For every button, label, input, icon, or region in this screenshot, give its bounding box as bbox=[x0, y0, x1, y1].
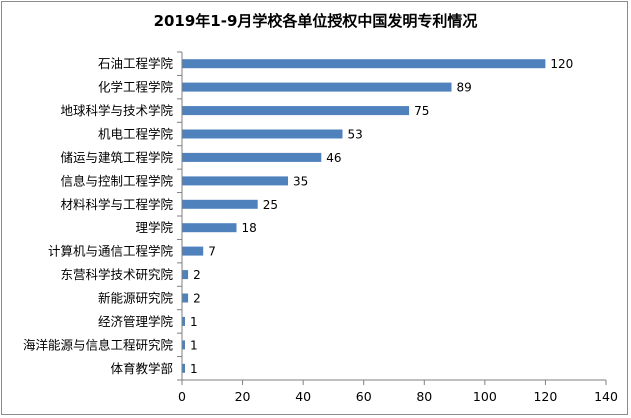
category-label: 计算机与通信工程学院 bbox=[48, 244, 174, 259]
x-tick-label: 120 bbox=[533, 389, 557, 404]
bar bbox=[182, 316, 185, 326]
data-label: 1 bbox=[190, 362, 198, 376]
bar bbox=[182, 106, 410, 116]
bar bbox=[182, 223, 237, 233]
category-label: 地球科学与技术学院 bbox=[60, 103, 173, 118]
bar bbox=[182, 176, 288, 186]
data-label: 120 bbox=[550, 57, 573, 71]
category-label: 理学院 bbox=[135, 220, 173, 235]
data-label: 75 bbox=[414, 104, 429, 118]
category-label: 化学工程学院 bbox=[98, 80, 174, 95]
bar bbox=[182, 340, 185, 350]
category-label: 新能源研究院 bbox=[98, 291, 174, 306]
category-label: 机电工程学院 bbox=[98, 127, 174, 142]
data-label: 2 bbox=[193, 292, 201, 306]
category-label: 石油工程学院 bbox=[98, 56, 174, 71]
data-label: 7 bbox=[208, 245, 216, 259]
category-label: 信息与控制工程学院 bbox=[60, 173, 173, 188]
x-tick-label: 40 bbox=[295, 389, 311, 404]
data-label: 25 bbox=[263, 198, 278, 212]
data-label: 18 bbox=[242, 221, 257, 235]
data-label: 46 bbox=[326, 151, 341, 165]
bar bbox=[182, 293, 189, 303]
data-label: 35 bbox=[293, 174, 308, 188]
category-label: 储运与建筑工程学院 bbox=[60, 150, 173, 165]
category-label: 经济管理学院 bbox=[98, 314, 174, 329]
data-label: 1 bbox=[190, 315, 198, 329]
category-label: 材料科学与工程学院 bbox=[60, 197, 173, 212]
bar bbox=[182, 152, 322, 162]
data-label: 2 bbox=[193, 268, 201, 282]
bar bbox=[182, 270, 189, 280]
bar bbox=[182, 82, 452, 92]
bar bbox=[182, 363, 185, 373]
category-label: 海洋能源与信息工程研究院 bbox=[23, 337, 174, 352]
data-label: 53 bbox=[348, 128, 363, 142]
chart-title: 2019年1-9月学校各单位授权中国发明专利情况 bbox=[153, 12, 478, 30]
data-label: 1 bbox=[190, 338, 198, 352]
x-tick-label: 140 bbox=[594, 389, 618, 404]
category-label: 东营科学技术研究院 bbox=[60, 267, 173, 282]
category-label: 体育教学部 bbox=[110, 361, 173, 376]
x-tick-label: 0 bbox=[178, 389, 186, 404]
x-tick-label: 80 bbox=[416, 389, 432, 404]
x-tick-label: 100 bbox=[473, 389, 497, 404]
x-tick-label: 20 bbox=[235, 389, 251, 404]
x-tick-label: 60 bbox=[356, 389, 372, 404]
bar bbox=[182, 246, 204, 256]
bar bbox=[182, 59, 546, 69]
data-label: 89 bbox=[457, 81, 472, 95]
bar bbox=[182, 129, 343, 139]
bar bbox=[182, 199, 258, 209]
